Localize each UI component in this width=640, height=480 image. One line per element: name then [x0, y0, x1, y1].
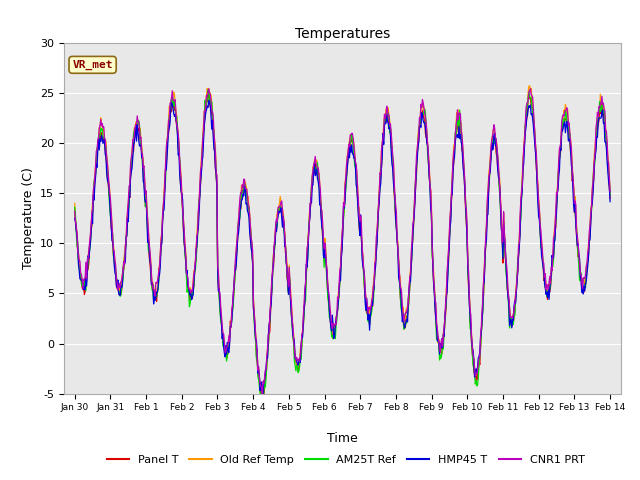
Panel T	[257, 393, 265, 399]
CNR1 PRT	[424, 152, 432, 157]
HMP45 T	[606, 199, 614, 204]
Line: HMP45 T: HMP45 T	[75, 100, 610, 396]
AM25T Ref	[190, 283, 198, 288]
Old Ref Temp	[424, 145, 431, 151]
Old Ref Temp	[71, 201, 79, 206]
Y-axis label: Temperature (C): Temperature (C)	[22, 168, 35, 269]
AM25T Ref	[219, 343, 227, 348]
X-axis label: Time: Time	[327, 432, 358, 445]
Panel T	[81, 292, 88, 298]
Title: Temperatures: Temperatures	[295, 27, 390, 41]
HMP45 T	[71, 216, 79, 221]
AM25T Ref	[204, 87, 212, 93]
Line: Panel T: Panel T	[75, 89, 610, 396]
CNR1 PRT	[205, 86, 212, 92]
Old Ref Temp	[136, 125, 143, 131]
AM25T Ref	[136, 123, 143, 129]
CNR1 PRT	[606, 189, 614, 194]
Old Ref Temp	[258, 389, 266, 395]
Legend: Panel T, Old Ref Temp, AM25T Ref, HMP45 T, CNR1 PRT: Panel T, Old Ref Temp, AM25T Ref, HMP45 …	[102, 451, 589, 469]
Old Ref Temp	[526, 83, 534, 89]
Old Ref Temp	[218, 325, 226, 331]
AM25T Ref	[424, 159, 432, 165]
Panel T	[190, 284, 198, 290]
HMP45 T	[424, 157, 432, 163]
HMP45 T	[259, 393, 266, 398]
HMP45 T	[219, 332, 227, 337]
Panel T	[204, 86, 212, 92]
HMP45 T	[205, 97, 212, 103]
Line: AM25T Ref: AM25T Ref	[75, 90, 610, 402]
Old Ref Temp	[606, 186, 614, 192]
CNR1 PRT	[190, 272, 198, 278]
Panel T	[409, 236, 417, 242]
CNR1 PRT	[136, 126, 143, 132]
HMP45 T	[409, 232, 417, 238]
AM25T Ref	[71, 204, 79, 210]
Old Ref Temp	[190, 268, 198, 274]
CNR1 PRT	[81, 277, 88, 283]
HMP45 T	[190, 278, 198, 284]
Text: VR_met: VR_met	[72, 60, 113, 70]
AM25T Ref	[409, 234, 417, 240]
Panel T	[424, 160, 432, 166]
Panel T	[71, 206, 79, 212]
CNR1 PRT	[219, 330, 227, 336]
AM25T Ref	[259, 399, 267, 405]
CNR1 PRT	[259, 391, 266, 397]
Line: CNR1 PRT: CNR1 PRT	[75, 89, 610, 394]
Old Ref Temp	[408, 242, 416, 248]
CNR1 PRT	[409, 222, 417, 228]
Panel T	[219, 339, 227, 345]
Line: Old Ref Temp: Old Ref Temp	[75, 86, 610, 392]
HMP45 T	[136, 143, 143, 149]
AM25T Ref	[606, 192, 614, 198]
Panel T	[136, 131, 143, 137]
AM25T Ref	[81, 276, 88, 282]
HMP45 T	[81, 284, 88, 289]
Panel T	[606, 196, 614, 202]
CNR1 PRT	[71, 208, 79, 214]
Old Ref Temp	[81, 285, 88, 291]
